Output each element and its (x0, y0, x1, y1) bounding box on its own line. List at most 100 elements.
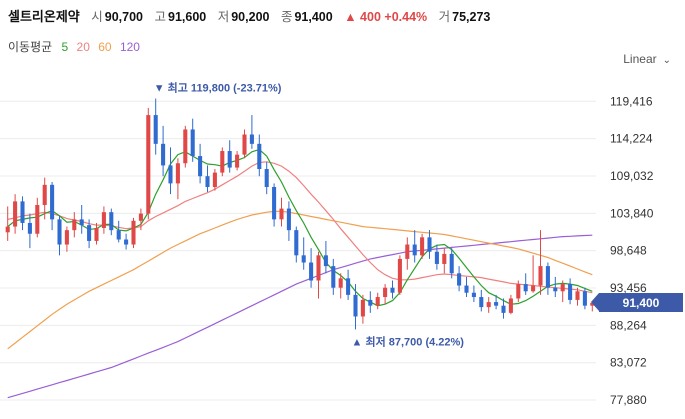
candle-body (508, 298, 513, 313)
candle-body (183, 129, 188, 164)
price-tick-label: 98,648 (610, 244, 647, 258)
candle-body (486, 302, 491, 308)
candle-body (264, 169, 269, 187)
candle-body (190, 129, 195, 157)
price-axis: 119,416 114,224 109,032 103,840 98,648 93,456… (610, 94, 654, 407)
candle-body (420, 237, 425, 256)
candle-body (227, 151, 232, 168)
candle-body (79, 219, 84, 226)
candle-body (124, 239, 129, 245)
scale-label: Linear (623, 52, 657, 66)
candle-body (545, 266, 550, 288)
candle-body (64, 230, 69, 245)
candle-body (575, 291, 580, 300)
price-tick-label: 93,456 (610, 281, 647, 295)
candle-body (146, 115, 151, 214)
stock-name: 셀트리온제약 (8, 9, 80, 24)
volume-label: 거 (438, 10, 451, 24)
candle-body (494, 302, 499, 306)
candle-body (101, 212, 106, 228)
candle-body (257, 143, 262, 170)
stock-header: 셀트리온제약 시 90,700 고 91,600 저 90,200 종 91,400 ▲… (0, 0, 685, 60)
candle-body (249, 134, 254, 144)
candle-body (568, 284, 573, 300)
candle-body (353, 294, 358, 317)
candle-body (464, 285, 469, 293)
candle-body (109, 212, 114, 231)
candle-body (316, 255, 321, 281)
change-percent: +0.44% (384, 10, 428, 24)
low-label: 저 (217, 10, 230, 24)
candle-body (479, 297, 484, 308)
low-annotation: ▲ 최저 87,700 (4.22%) (352, 334, 465, 348)
change-value: 400 (360, 10, 381, 24)
high-value: 91,600 (168, 10, 207, 24)
candle-body (427, 237, 432, 252)
candle-body (449, 253, 454, 274)
candle-body (346, 278, 351, 295)
candle-body (309, 262, 314, 281)
current-price-tag: 91,400 (591, 293, 683, 312)
candle-body (87, 225, 92, 241)
candle-body (94, 227, 99, 241)
chevron-down-icon: ⌄ (662, 55, 671, 66)
candle-body (582, 291, 587, 306)
price-tick-label: 103,840 (610, 206, 654, 220)
ma-period-20: 20 (76, 40, 90, 54)
candle-body (457, 273, 462, 286)
scale-selector[interactable]: Linear ⌄ (623, 52, 671, 66)
candle-body (301, 255, 306, 263)
candle-body (35, 204, 40, 234)
candle-body (27, 222, 32, 234)
ma-period-5: 5 (61, 40, 69, 54)
candle-body (471, 292, 476, 298)
candle-body (175, 163, 180, 184)
change-arrow-icon: ▲ (344, 10, 357, 24)
candles (5, 98, 595, 330)
candle-body (331, 266, 336, 288)
ma120-line (7, 234, 593, 399)
price-tick-label: 88,264 (610, 318, 647, 332)
candle-body (442, 253, 447, 264)
price-tick-label: 119,416 (610, 94, 653, 108)
candle-body (161, 143, 166, 166)
ma60-line (7, 210, 593, 350)
candle-body (412, 244, 417, 256)
low-value: 90,200 (231, 10, 270, 24)
candle-body (42, 184, 47, 205)
close-value: 91,400 (294, 10, 333, 24)
annotations: ▼ 최고 119,800 (-23.71%) ▲ 최저 87,700 (4.22%… (154, 81, 465, 349)
high-annotation: ▼ 최고 119,800 (-23.71%) (154, 81, 282, 95)
candle-body (279, 208, 284, 220)
candle-body (523, 284, 528, 292)
candle-body (538, 266, 543, 286)
candle-body (57, 219, 62, 245)
ma-period-60: 60 (98, 40, 112, 54)
candle-body (198, 156, 203, 177)
candle-body (501, 305, 506, 313)
close-label: 종 (280, 10, 293, 24)
candle-body (242, 134, 247, 155)
price-tick-label: 77,880 (610, 393, 647, 407)
candle-body (338, 278, 343, 288)
volume-value: 75,273 (452, 10, 491, 24)
candle-body (116, 230, 121, 240)
candle-body (286, 208, 291, 231)
candle-body (560, 284, 565, 292)
candle-body (390, 287, 395, 293)
candle-body (397, 258, 402, 293)
candle-body (272, 186, 277, 220)
candle-body (220, 151, 225, 173)
candle-body (294, 230, 299, 256)
candle-body (323, 255, 328, 267)
candle-body (434, 251, 439, 264)
price-tick-label: 114,224 (610, 132, 653, 146)
candle-body (375, 297, 380, 306)
candle-body (360, 299, 365, 317)
candle-body (138, 213, 143, 221)
candle-body (531, 285, 536, 292)
candle-body (72, 219, 77, 231)
moving-average-legend[interactable]: 이동평균 5 20 60 120 (8, 38, 145, 55)
candle-body (553, 287, 558, 292)
